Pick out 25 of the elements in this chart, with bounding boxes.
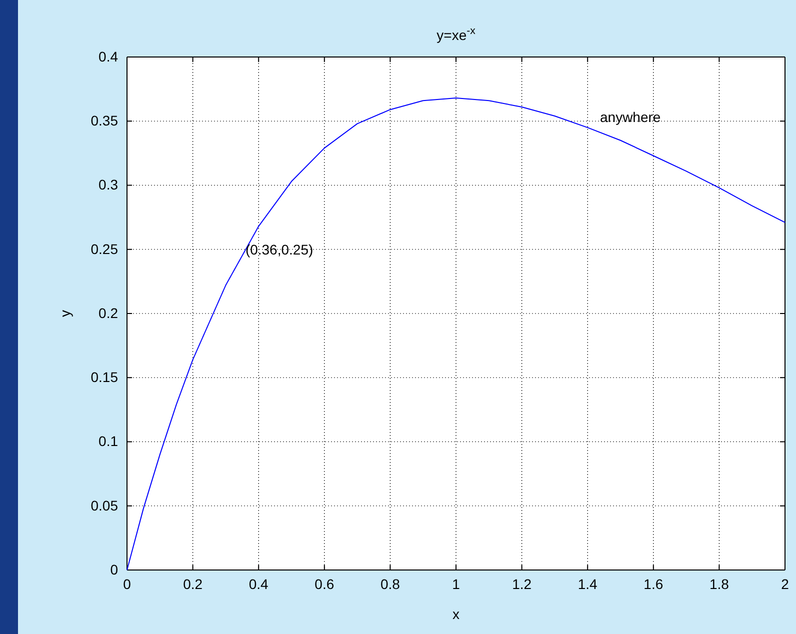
x-tick-label: 0.2: [183, 576, 203, 592]
y-tick-label: 0.4: [98, 48, 118, 64]
y-tick-label: 0.2: [98, 304, 118, 321]
x-tick-label: 2: [781, 576, 790, 592]
annotation: (0.36,0.25): [245, 241, 314, 258]
annotation: anywhere: [600, 109, 661, 125]
y-tick-label: 0.35: [90, 112, 118, 129]
x-tick-label: 1.8: [709, 576, 730, 592]
chart-title: y=xe$^{-x}$: [436, 25, 476, 43]
x-tick-label: 0: [123, 576, 132, 592]
x-tick-label: 1.6: [644, 576, 664, 592]
y-tick-label: 0.25: [90, 240, 118, 257]
x-tick-label: 0.6: [314, 576, 334, 592]
y-tick-label: 0.3: [98, 176, 118, 193]
x-tick-label: 1.4: [578, 576, 598, 592]
y-tick-label: 0: [110, 561, 118, 578]
y-tick-label: 0.05: [90, 497, 118, 514]
y-axis-title: y: [57, 310, 73, 317]
y-tick-label: 0.1: [98, 433, 118, 450]
x-tick-label: 1: [452, 576, 460, 592]
x-tick-label: 1.2: [512, 576, 532, 592]
x-tick-label: 0.4: [248, 576, 269, 592]
x-tick-label: 0.8: [380, 576, 400, 592]
x-axis-title: x: [452, 606, 460, 622]
y-tick-label: 0.15: [90, 369, 118, 386]
